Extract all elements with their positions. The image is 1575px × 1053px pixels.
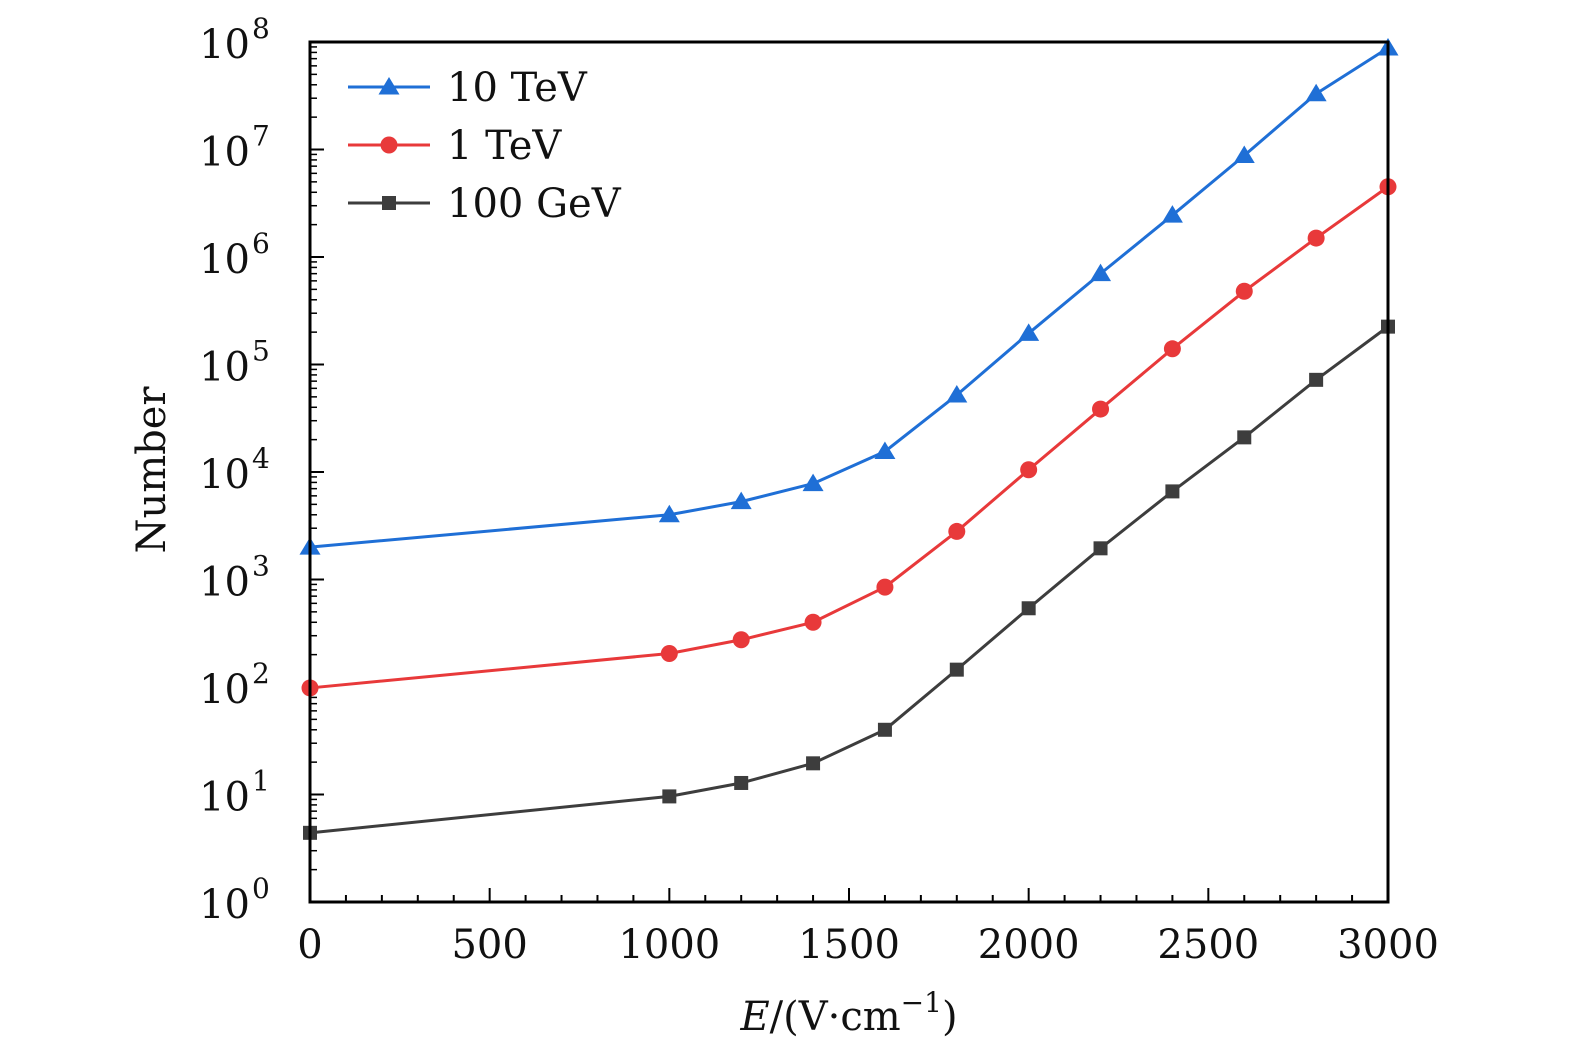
legend-marker	[382, 196, 396, 210]
data-point	[662, 789, 677, 804]
data-point	[1307, 229, 1325, 247]
series-layer	[299, 37, 1399, 840]
y-tick-base: 10	[199, 882, 250, 928]
x-axis-var: E	[739, 994, 769, 1040]
y-tick-base: 10	[199, 560, 250, 606]
y-tick-label: 10	[199, 667, 250, 713]
data-point	[1093, 541, 1108, 556]
x-tick-label: 2500	[1157, 922, 1259, 968]
y-tick-base: 10	[199, 775, 250, 821]
y-tick-exponent: 7	[252, 120, 270, 153]
data-point	[734, 775, 749, 790]
data-point	[948, 522, 966, 540]
legend: 10 TeV 1 TeV 100 GeV	[348, 65, 622, 227]
data-point	[804, 613, 822, 631]
data-point	[660, 644, 678, 662]
data-point	[877, 722, 892, 737]
x-tick-label: 0	[297, 922, 322, 968]
legend-label: 10 TeV	[447, 65, 588, 111]
series-line	[309, 185, 1389, 690]
data-point	[1237, 430, 1252, 445]
x-axis-exp: −1	[901, 986, 942, 1019]
x-tick-label: 500	[451, 922, 527, 968]
data-point	[1021, 601, 1036, 616]
data-point	[1161, 205, 1183, 223]
y-tick-exponent: 4	[252, 442, 270, 475]
y-tick-base: 10	[199, 452, 250, 498]
y-tick-label: 10	[199, 560, 250, 606]
x-tick-label: 2000	[978, 922, 1080, 968]
y-tick-base: 10	[199, 667, 250, 713]
x-axis-close: )	[942, 994, 958, 1040]
series-line	[309, 325, 1389, 835]
y-tick-exponent: 3	[252, 550, 270, 583]
x-tick-label: 1000	[618, 922, 720, 968]
x-tick-label: 1500	[798, 922, 900, 968]
y-tick-exponent: 6	[252, 227, 270, 260]
legend-label: 100 GeV	[447, 181, 622, 227]
y-tick-label: 10	[199, 130, 250, 176]
legend-marker	[380, 136, 398, 154]
y-tick-label: 10	[199, 452, 250, 498]
y-tick-exponent: 2	[252, 657, 270, 690]
data-point	[1235, 282, 1253, 300]
y-tick-exponent: 5	[252, 335, 270, 368]
data-point	[658, 504, 680, 523]
data-point	[1233, 145, 1255, 163]
data-point	[876, 578, 894, 596]
y-tick-label: 10	[199, 775, 250, 821]
y-tick-exponent: 1	[252, 765, 270, 798]
data-point	[1165, 484, 1180, 499]
data-point	[1092, 400, 1110, 418]
y-tick-base: 10	[199, 237, 250, 283]
y-tick-exponent: 0	[252, 872, 270, 905]
y-tick-label: 10	[199, 237, 250, 283]
x-axis-rest: /(V·cm	[770, 994, 901, 1040]
data-point	[1018, 323, 1040, 341]
data-point	[874, 441, 896, 460]
data-point	[1163, 340, 1181, 358]
data-point	[1305, 83, 1327, 102]
y-tick-label: 10	[199, 345, 250, 391]
y-axis-title: Number	[129, 386, 175, 554]
data-point	[802, 473, 824, 492]
data-point	[1020, 461, 1038, 479]
data-point	[949, 662, 964, 677]
data-point	[806, 756, 821, 771]
data-point	[946, 385, 968, 403]
data-point	[730, 491, 752, 510]
y-tick-label: 10	[199, 882, 250, 928]
y-tick-base: 10	[199, 130, 250, 176]
data-point	[1090, 263, 1112, 282]
series-line	[309, 46, 1389, 549]
y-tick-base: 10	[199, 22, 250, 68]
x-axis-title: E/(V·cm−1)	[739, 986, 957, 1040]
data-point	[1309, 372, 1324, 387]
legend-label: 1 TeV	[447, 123, 562, 169]
legend-marker	[378, 77, 400, 95]
plot-frame	[308, 40, 1390, 904]
y-tick-base: 10	[199, 345, 250, 391]
y-tick-exponent: 8	[252, 12, 270, 45]
data-point	[732, 631, 750, 649]
x-tick-label: 3000	[1337, 922, 1439, 968]
y-tick-label: 10	[199, 22, 250, 68]
